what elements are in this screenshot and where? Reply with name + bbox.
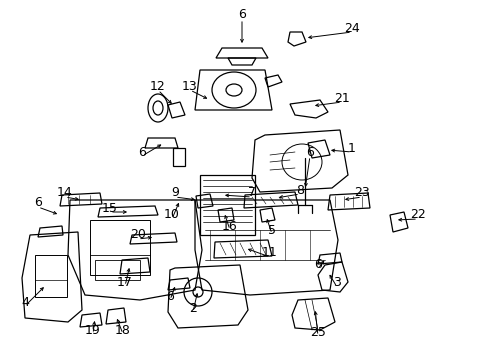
Text: 14: 14 [57,186,73,199]
Text: 3: 3 [332,276,340,289]
Text: 7: 7 [247,186,256,199]
Text: 6: 6 [166,289,174,302]
Text: 18: 18 [115,324,131,337]
Text: 9: 9 [171,186,179,199]
Text: 11: 11 [262,247,277,260]
Text: 2: 2 [189,302,197,315]
Text: 24: 24 [344,22,359,35]
Bar [90,220,150,275]
Text: 16: 16 [222,220,237,233]
Text: 6: 6 [138,145,145,158]
Bar [200,175,254,235]
Text: 13: 13 [182,80,198,93]
Text: 1: 1 [347,141,355,154]
Text: 25: 25 [309,325,325,338]
Bar [173,148,184,166]
Text: 6: 6 [34,197,42,210]
Text: 21: 21 [333,91,349,104]
Bar [95,260,140,280]
Text: 8: 8 [295,184,304,197]
Text: 6: 6 [238,9,245,22]
Text: 12: 12 [150,80,165,93]
Text: 5: 5 [267,224,275,237]
Text: 4: 4 [21,296,29,309]
Text: 17: 17 [117,275,133,288]
Bar [35,255,67,297]
Text: 6: 6 [313,258,321,271]
Text: 22: 22 [409,208,425,221]
Text: 6: 6 [305,145,313,158]
Text: 15: 15 [102,202,118,215]
Text: 23: 23 [353,186,369,199]
Text: 19: 19 [85,324,101,337]
Text: 10: 10 [164,208,180,221]
Text: 20: 20 [130,229,145,242]
